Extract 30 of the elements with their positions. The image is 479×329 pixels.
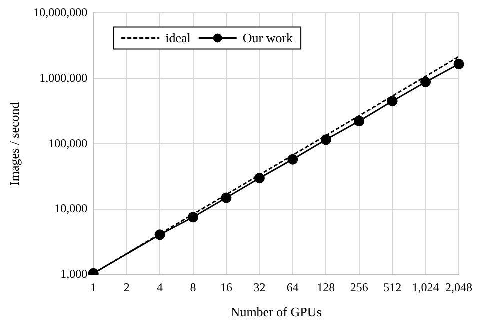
x-tick-label: 256 [350,280,368,294]
x-tick-label: 8 [190,280,196,294]
point [454,58,464,70]
point [354,116,365,127]
x-tick-label: 64 [286,280,299,294]
x-tick-label: 1,024 [412,280,440,294]
point [254,173,265,184]
y-tick-label: 1,000 [60,267,88,282]
x-tick-label: 1 [90,280,97,294]
point [420,77,432,88]
point [221,192,232,204]
y-tick-label: 100,000 [48,136,88,150]
x-tick-label: 2,048 [446,280,472,294]
x-tick-label: 4 [157,280,164,294]
point [387,96,398,107]
x-tick-label: 32 [254,280,266,294]
point [288,154,298,165]
x-tick-label: 16 [220,280,232,294]
x-tick-label: 128 [317,280,336,294]
y-tick-label: 1,000,000 [40,70,88,85]
point [320,134,332,146]
y-tick-label: 10,000 [54,202,88,216]
legend-label: ideal [166,30,192,46]
y-tick-label: 10,000,000 [34,5,88,20]
x-axis-title: Number of GPUs [230,304,322,320]
legend-label: Our work [242,30,294,46]
point [188,212,199,223]
x-tick-label: 512 [384,280,402,294]
x-tick-label: 2 [124,280,130,294]
y-axis-title: Images / second [7,102,22,186]
